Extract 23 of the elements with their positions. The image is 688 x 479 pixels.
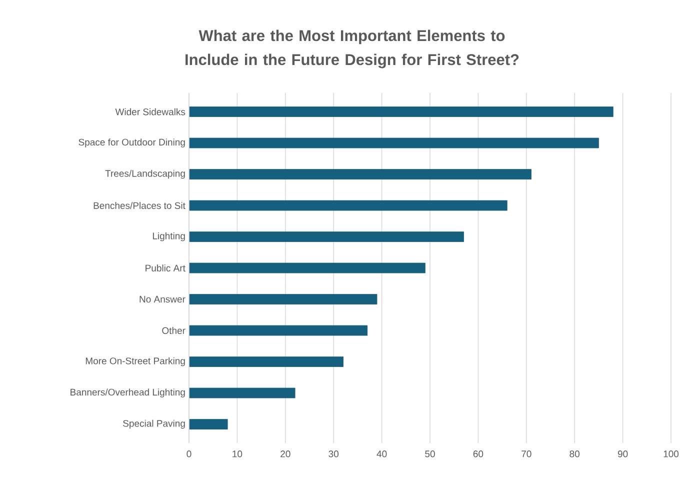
y-tick-label: Other	[162, 327, 186, 334]
y-tick-label: Special Paving	[123, 420, 185, 429]
x-tick-label: 50	[425, 450, 435, 458]
y-tick-label: Public Art	[146, 264, 186, 272]
x-tick-label: 40	[376, 450, 387, 458]
x-tick-label: 10	[232, 450, 242, 458]
y-tick-label: Trees/Landscaping	[105, 170, 185, 179]
y-tick-label: Banners/Overhead Lighting	[70, 388, 185, 398]
x-tick-label: 80	[570, 450, 580, 458]
x-tick-label: 100	[664, 450, 679, 458]
x-tick-label: 20	[280, 450, 290, 458]
y-tick-label: No Answer	[140, 296, 186, 303]
y-tick-label: Benches/Places to Sit	[94, 202, 186, 209]
x-tick-label: 60	[473, 450, 484, 458]
y-tick-label: More On-Street Parking	[86, 357, 185, 366]
y-tick-label: Wider Sidewalks	[115, 108, 186, 116]
x-tick-label: 90	[618, 450, 628, 458]
y-tick-label: Lighting	[152, 232, 185, 242]
x-tick-label: 0	[186, 450, 192, 458]
x-tick-label: 30	[328, 450, 339, 458]
x-tick-label: 70	[522, 450, 532, 458]
chart-title: What are the Most Important Elements to Include in the Future Design for First Street?	[186, 30, 519, 68]
y-tick-label: Space for Outdoor Dining	[78, 138, 185, 148]
